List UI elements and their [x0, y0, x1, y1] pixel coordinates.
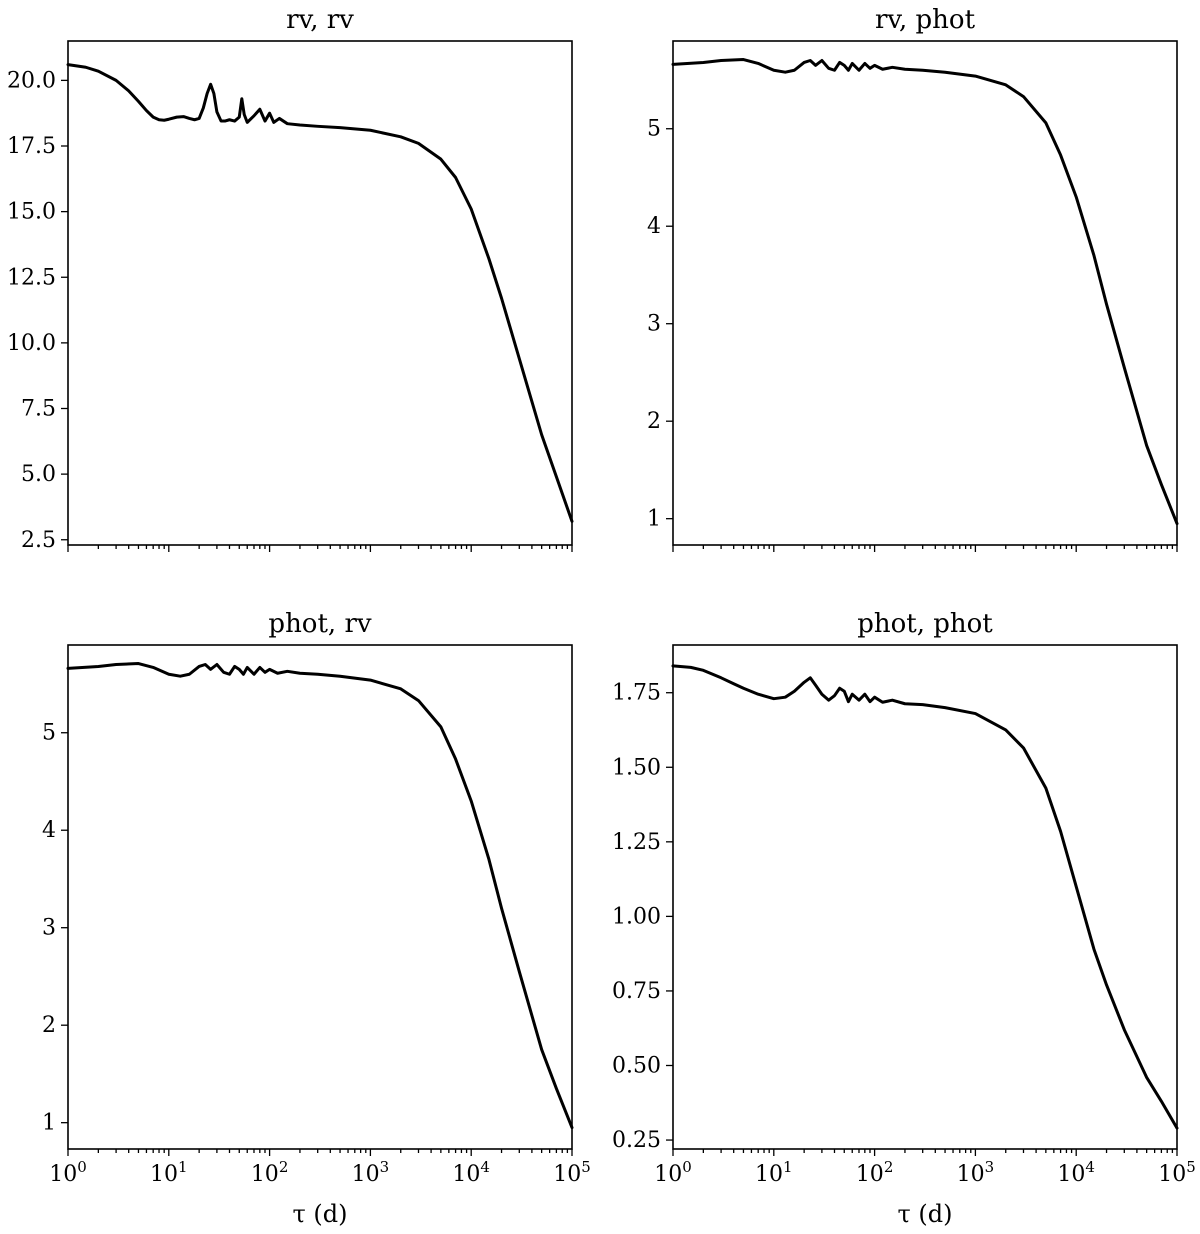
y-tick-label: 4: [647, 214, 661, 239]
x-tick-label: 105: [1158, 1158, 1196, 1187]
y-tick-label: 5: [647, 117, 661, 142]
y-tick-label: 1.75: [612, 681, 661, 706]
series-line: [671, 664, 1179, 1130]
y-tick-label: 5: [42, 721, 56, 746]
y-tick-label: 2: [42, 1013, 56, 1038]
y-tick-label: 3: [647, 312, 661, 337]
y-tick-label: 10.0: [7, 331, 56, 356]
y-tick-label: 1.50: [612, 755, 661, 780]
x-tick-label: 103: [957, 1158, 995, 1187]
y-tick-label: 20.0: [7, 68, 56, 93]
x-tick-label: 104: [1057, 1158, 1095, 1187]
y-tick-label: 1.00: [612, 904, 661, 929]
series-line: [66, 662, 574, 1130]
y-tick-label: 0.25: [612, 1128, 661, 1153]
x-tick-label: 100: [49, 1158, 87, 1187]
y-tick-label: 12.5: [7, 265, 56, 290]
x-tick-label: 101: [150, 1158, 188, 1187]
plot-frame: [672, 644, 1178, 1150]
y-tick-label: 0.75: [612, 979, 661, 1004]
y-tick-label: 3: [42, 916, 56, 941]
panel-rv-rv: rv, rv 2.5 5.0 7.5 10.0 12.5 15.0 17.5 20.0: [7, 5, 574, 553]
x-tick-label: 104: [452, 1158, 490, 1187]
x-tick-label: 102: [251, 1158, 289, 1187]
plot-frame: [67, 644, 573, 1150]
panel-title: rv, phot: [875, 5, 976, 35]
series-line: [671, 58, 1179, 526]
x-axis-label: τ (d): [898, 1200, 953, 1228]
x-axis-label: τ (d): [293, 1200, 348, 1228]
x-tick-label: 103: [352, 1158, 390, 1187]
x-tick-label: 102: [856, 1158, 894, 1187]
panel-phot-rv: phot, rv τ (d) 1 2 3 4 5 100 101 102 103 104 105: [42, 609, 591, 1228]
y-tick-label: 2.5: [21, 528, 56, 553]
y-tick-label: 1.25: [612, 830, 661, 855]
panel-title: rv, rv: [286, 5, 354, 35]
y-tick-label: 4: [42, 818, 56, 843]
x-tick-label: 105: [553, 1158, 591, 1187]
y-tick-label: 2: [647, 409, 661, 434]
y-tick-label: 15.0: [7, 200, 56, 225]
y-tick-label: 5.0: [21, 462, 56, 487]
y-tick-label: 1: [647, 507, 661, 532]
panel-phot-phot: phot, phot τ (d) 0.25 0.50 0.75 1.00 1.25 1.5…: [612, 609, 1196, 1228]
plot-frame: [67, 40, 573, 546]
x-tick-label: 101: [755, 1158, 793, 1187]
y-tick-label: 0.50: [612, 1053, 661, 1078]
panel-title: phot, rv: [268, 609, 371, 639]
y-tick-label: 7.5: [21, 397, 56, 422]
y-tick-label: 1: [42, 1111, 56, 1136]
series-line: [66, 63, 574, 523]
y-tick-label: 17.5: [7, 134, 56, 159]
panel-title: phot, phot: [857, 609, 993, 639]
panel-rv-phot: rv, phot 1 2 3 4 5: [647, 5, 1179, 552]
plot-frame: [672, 40, 1178, 546]
x-tick-label: 100: [654, 1158, 692, 1187]
